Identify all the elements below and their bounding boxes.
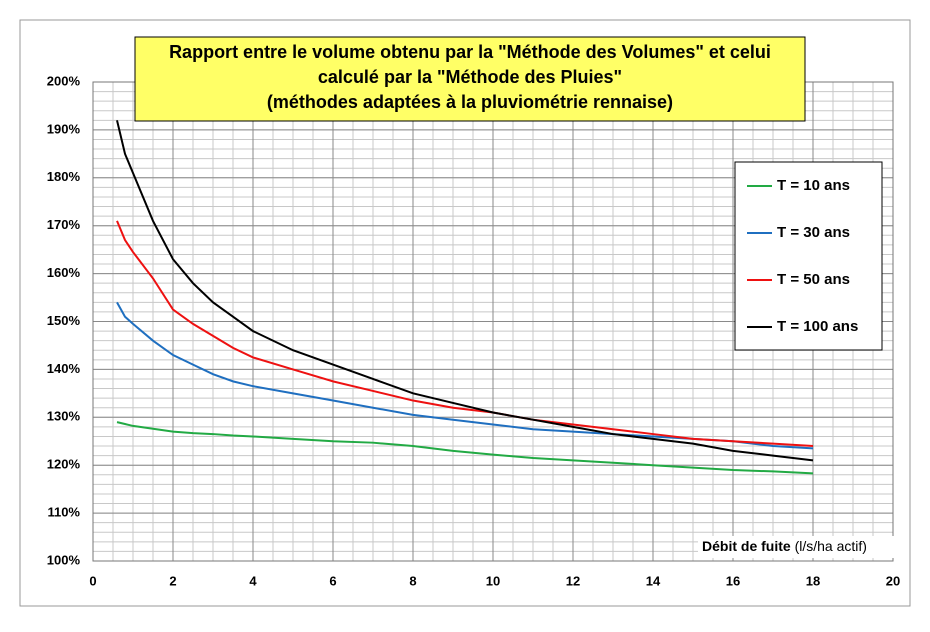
y-tick-label: 140% xyxy=(47,361,81,376)
x-label-unit: (l/s/ha actif) xyxy=(795,538,867,554)
chart-title: (méthodes adaptées à la pluviométrie ren… xyxy=(267,92,673,112)
x-tick-label: 0 xyxy=(89,573,96,588)
y-tick-label: 120% xyxy=(47,457,81,472)
x-tick-label: 4 xyxy=(249,573,257,588)
x-axis-label: Débit de fuite (l/s/ha actif) xyxy=(702,538,867,554)
title-box xyxy=(134,36,806,122)
x-tick-label: 16 xyxy=(726,573,740,588)
x-tick-label: 20 xyxy=(886,573,900,588)
series-line xyxy=(116,301,814,450)
legend-label: T = 100 ans xyxy=(777,318,858,335)
x-tick-label: 6 xyxy=(329,573,336,588)
lines xyxy=(116,120,814,475)
y-tick-label: 170% xyxy=(47,217,81,232)
series-line xyxy=(116,120,814,462)
legend-label: T = 50 ans xyxy=(777,271,850,288)
x-tick-label: 2 xyxy=(169,573,176,588)
x-tick-label: 18 xyxy=(806,573,820,588)
series-line xyxy=(116,421,814,475)
legend-label: T = 10 ans xyxy=(777,177,850,194)
chart-title: calculé par la "Méthode des Pluies" xyxy=(318,67,622,87)
x-tick-label: 12 xyxy=(566,573,580,588)
xlabel-bg xyxy=(698,536,908,558)
x-tick-label: 14 xyxy=(646,573,661,588)
y-tick-label: 190% xyxy=(47,121,81,136)
x-tick-label: 10 xyxy=(486,573,500,588)
y-tick-label: 160% xyxy=(47,265,81,280)
y-tick-label: 100% xyxy=(47,552,81,567)
y-tick-label: 180% xyxy=(47,169,81,184)
x-label: Débit de fuite xyxy=(702,538,791,554)
x-tick-label: 8 xyxy=(409,573,416,588)
y-tick-label: 130% xyxy=(47,409,81,424)
y-tick-label: 110% xyxy=(47,505,80,520)
legend-label: T = 30 ans xyxy=(777,224,850,241)
chart-title: Rapport entre le volume obtenu par la "M… xyxy=(169,42,771,62)
legend-box xyxy=(734,161,883,351)
y-tick-label: 150% xyxy=(47,313,81,328)
y-tick-label: 200% xyxy=(47,73,81,88)
series-line xyxy=(116,220,814,448)
